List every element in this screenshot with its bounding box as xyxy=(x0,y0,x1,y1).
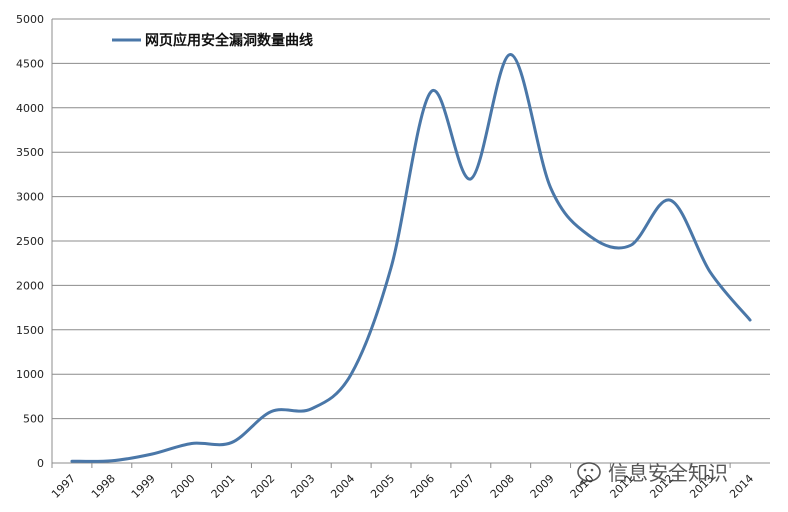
x-tick-label: 2004 xyxy=(328,472,357,501)
y-tick-label: 4000 xyxy=(16,102,44,115)
x-tick-label: 2008 xyxy=(488,472,517,501)
x-tick-label: 2003 xyxy=(288,472,317,501)
y-axis-ticks: 0 500 1000 1500 2000 2500 3000 3500 4000 4500 5000 xyxy=(16,13,44,470)
x-tick-label: 2002 xyxy=(249,472,278,501)
y-tick-label: 500 xyxy=(23,413,44,426)
gridlines xyxy=(51,18,770,464)
x-tick-label: 2009 xyxy=(528,472,557,501)
x-tick-label: 2010 xyxy=(568,472,597,501)
x-tick-label: 1998 xyxy=(89,472,118,501)
x-tick-label: 2014 xyxy=(727,472,756,501)
series-line xyxy=(70,53,752,463)
y-tick-label: 1500 xyxy=(16,324,44,337)
y-tick-label: 2500 xyxy=(16,235,44,248)
legend-label: 网页应用安全漏洞数量曲线 xyxy=(145,32,313,49)
y-tick-label: 3000 xyxy=(16,191,44,204)
x-tick-label: 2000 xyxy=(169,472,198,501)
x-tick-label: 1997 xyxy=(49,472,78,501)
y-tick-label: 3500 xyxy=(16,146,44,159)
watermark-text: 信息安全知识 xyxy=(608,461,728,485)
y-tick-label: 5000 xyxy=(16,13,44,26)
wechat-icon xyxy=(577,462,601,487)
y-tick-label: 1000 xyxy=(16,368,44,381)
watermark: 信息安全知识 xyxy=(577,461,728,487)
x-tick-label: 2006 xyxy=(408,472,437,501)
x-tick-label: 2005 xyxy=(368,472,397,501)
series-layer xyxy=(70,53,752,463)
y-tick-label: 4500 xyxy=(16,57,44,70)
legend: 网页应用安全漏洞数量曲线 xyxy=(112,32,313,49)
y-tick-label: 2000 xyxy=(16,279,44,292)
x-tick-label: 1999 xyxy=(129,472,158,501)
x-tick-label: 2001 xyxy=(209,472,238,501)
x-tick-label: 2007 xyxy=(448,472,477,501)
y-tick-label: 0 xyxy=(37,457,44,470)
